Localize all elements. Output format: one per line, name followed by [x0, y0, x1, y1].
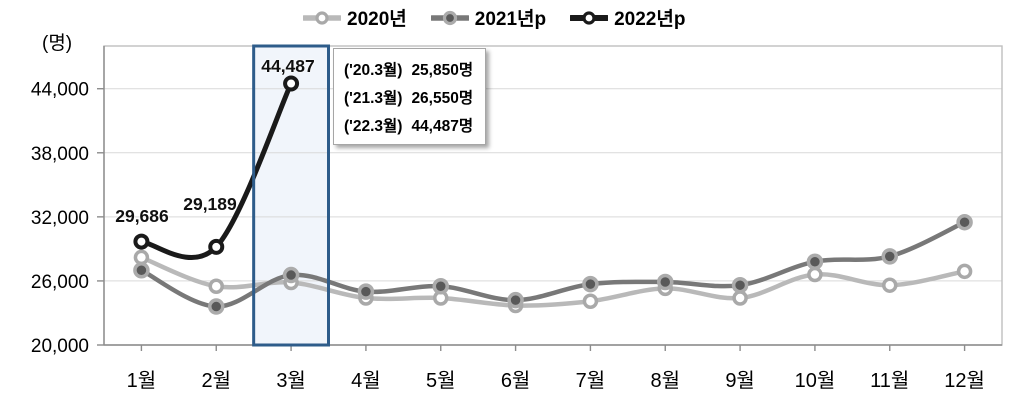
callout-row: ('20.3월) 25,850명 [344, 58, 473, 80]
legend-label-2022: 2022년p [614, 9, 686, 30]
data-label-2022-feb: 29,189 [183, 194, 237, 214]
series-line [138, 81, 294, 261]
callout-value: 44,487명 [411, 118, 474, 135]
highlight-band-fill [253, 46, 329, 345]
legend-item-2022: 2022년p [570, 4, 685, 31]
series-marker [133, 249, 150, 266]
series-marker [507, 291, 524, 309]
y-tick-label: 20,000 [31, 336, 89, 357]
x-tick-label: 1월 [127, 369, 157, 392]
callout-value: 25,850명 [411, 62, 474, 79]
series-marker [956, 263, 973, 280]
x-tick-label: 6월 [501, 369, 531, 392]
y-tick-label: 38,000 [31, 144, 89, 165]
data-label-2022-jan: 29,686 [115, 206, 169, 226]
data-label-2022-mar: 44,487 [261, 56, 315, 76]
series-marker [432, 278, 449, 295]
y-axis-unit-label: (명) [42, 33, 73, 54]
series-line [139, 219, 967, 309]
series-marker [657, 273, 674, 291]
y-tick-label: 32,000 [31, 208, 89, 229]
callout-period: ('20.3월) [344, 62, 403, 79]
legend-item-2020: 2020년 [303, 4, 407, 31]
x-tick-label: 3월 [276, 369, 306, 392]
y-tick-label: 26,000 [31, 272, 89, 293]
series-marker [133, 262, 150, 279]
legend-label-2020: 2020년 [347, 9, 407, 30]
x-tick-label: 7월 [576, 369, 606, 392]
series-marker [582, 275, 599, 293]
highlight-band-border [252, 44, 331, 347]
y-tick-label: 44,000 [31, 80, 89, 101]
callout-period: ('22.3월) [344, 118, 403, 135]
x-tick-label: 11월 [870, 369, 909, 392]
series-marker [881, 248, 898, 265]
series-marker [208, 238, 225, 255]
series-marker [731, 276, 749, 294]
series-marker [357, 283, 375, 300]
x-tick-label: 9월 [725, 369, 755, 392]
callout-period: ('21.3월) [344, 90, 403, 107]
x-tick-label: 4월 [351, 369, 381, 392]
line-marker-icon [303, 10, 341, 25]
series-marker [882, 277, 898, 293]
line-marker-icon [430, 10, 469, 25]
legend-item-2021: 2021년p [430, 4, 547, 31]
series-marker [208, 298, 225, 315]
line-marker-icon [570, 10, 609, 25]
callout-value: 26,550명 [411, 90, 474, 107]
x-tick-label: 5월 [426, 369, 456, 392]
callout-row: ('22.3월) 44,487명 [344, 114, 473, 136]
x-tick-label: 2월 [201, 369, 231, 392]
series-marker [283, 75, 300, 92]
series-marker [806, 253, 824, 270]
series-2022년p [133, 75, 300, 261]
x-tick-label: 10월 [795, 369, 836, 392]
series-marker [282, 266, 300, 284]
x-tick-label: 8월 [650, 369, 680, 392]
legend: 2020년 2021년p 2022년p [303, 4, 685, 31]
x-tick-label: 12월 [944, 369, 985, 392]
series-marker [133, 233, 150, 250]
march-callout-box: ('20.3월) 25,850명 ('21.3월) 26,550명 ('22.3… [333, 48, 487, 145]
series-marker [582, 293, 599, 309]
series-2021년p [133, 213, 973, 315]
series-marker [956, 213, 973, 231]
series-marker [208, 278, 224, 295]
callout-row: ('21.3월) 26,550명 [344, 86, 473, 108]
series-marker [732, 290, 748, 306]
series-marker [807, 266, 823, 283]
legend-label-2021: 2021년p [474, 9, 547, 30]
